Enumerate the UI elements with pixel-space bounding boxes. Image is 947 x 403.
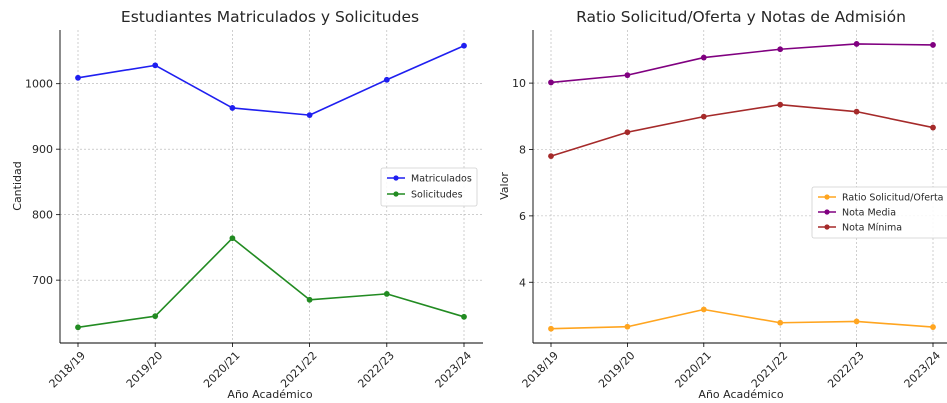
data-point-matriculados (152, 62, 159, 69)
legend-label-solicitudes: Solicitudes (411, 190, 463, 201)
series-group (75, 42, 467, 331)
chart-enrollment-applications: Estudiantes Matriculados y Solicitudes 2… (11, 8, 483, 401)
y-tick-label: 700 (32, 274, 53, 287)
x-tick-label: 2019/20 (124, 349, 166, 391)
x-tick-label: 2023/24 (433, 349, 475, 391)
y-tick-label: 8 (519, 143, 526, 156)
legend-label-nota-minima: Nota Mínima (842, 223, 902, 234)
data-point-nota-media (624, 72, 631, 79)
data-point-solicitudes (229, 235, 236, 242)
y-axis-label: Valor (498, 172, 511, 200)
data-point-matriculados (306, 112, 313, 119)
data-point-matriculados (461, 42, 467, 49)
data-point-ratio-solicitud-oferta (624, 323, 631, 330)
data-point-nota-media (930, 42, 936, 48)
x-tick-label: 2018/19 (520, 349, 562, 391)
legend-marker-matriculados (393, 175, 399, 181)
data-point-solicitudes (75, 324, 81, 331)
data-point-ratio-solicitud-oferta (777, 319, 784, 326)
data-point-solicitudes (152, 313, 159, 320)
legend-marker-ratio-solicitud-oferta (824, 194, 830, 200)
legend-marker-nota-media (824, 209, 830, 215)
data-point-nota-media (777, 46, 784, 53)
data-point-nota-media (700, 54, 707, 61)
legend: Matriculados Solicitudes (380, 167, 478, 207)
x-tick-label: 2022/23 (355, 349, 397, 391)
y-tick-label: 900 (32, 143, 53, 156)
legend-box (811, 186, 947, 239)
legend-marker-solicitudes (393, 191, 399, 197)
x-tick-label: 2023/24 (902, 349, 944, 391)
legend-label-ratio-solicitud-oferta: Ratio Solicitud/Oferta (842, 193, 944, 204)
y-tick-label: 4 (519, 276, 526, 289)
legend-marker-nota-minima (824, 224, 830, 230)
chart-title: Ratio Solicitud/Oferta y Notas de Admisi… (576, 8, 906, 26)
series-line-solicitudes (77, 237, 465, 329)
x-tick-label: 2021/22 (749, 349, 791, 391)
x-axis-label: Año Académico (698, 388, 783, 401)
data-point-nota-minima (548, 153, 554, 160)
data-point-nota-media (853, 41, 860, 47)
data-point-matriculados (229, 105, 236, 111)
y-tick-label: 6 (519, 210, 526, 223)
chart-title: Estudiantes Matriculados y Solicitudes (121, 8, 419, 26)
data-point-nota-media (548, 79, 554, 86)
legend-label-nota-media: Nota Media (842, 208, 896, 219)
series-line-matriculados (77, 44, 465, 116)
data-point-matriculados (75, 74, 81, 81)
x-tick-label: 2020/21 (672, 349, 714, 391)
x-tick-label: 2019/20 (596, 349, 638, 391)
series-line-nota-media (550, 43, 934, 84)
data-point-solicitudes (383, 290, 390, 297)
data-point-nota-minima (853, 108, 860, 115)
data-point-ratio-solicitud-oferta (700, 306, 707, 313)
y-axis-label: Cantidad (11, 161, 24, 210)
y-tick-label: 800 (32, 209, 53, 222)
legend: Ratio Solicitud/Oferta Nota Media Nota Mín… (811, 186, 947, 239)
data-point-ratio-solicitud-oferta (548, 325, 554, 332)
data-point-nota-minima (700, 113, 707, 120)
x-tick-label: 2018/19 (47, 349, 89, 391)
x-axis-label: Año Académico (227, 388, 312, 401)
data-point-matriculados (383, 76, 390, 83)
series-group (548, 41, 936, 332)
x-tick-label: 2020/21 (201, 349, 243, 391)
data-point-solicitudes (461, 313, 467, 320)
x-tick-label: 2021/22 (278, 349, 320, 391)
x-tick-label: 2022/23 (825, 349, 867, 391)
gridlines (533, 30, 947, 343)
data-point-ratio-solicitud-oferta (853, 318, 860, 325)
data-point-solicitudes (306, 296, 313, 303)
data-point-nota-minima (930, 124, 936, 131)
data-point-ratio-solicitud-oferta (930, 324, 936, 330)
y-tick-label: 1000 (25, 78, 53, 91)
axes: 2018/19 2019/20 2020/21 2021/22 2022/23 2023/… (25, 30, 483, 390)
series-line-ratio-solicitud-oferta (550, 308, 934, 330)
series-line-nota-minima (550, 103, 934, 157)
legend-label-matriculados: Matriculados (411, 174, 472, 185)
chart-ratio-grades: Ratio Solicitud/Oferta y Notas de Admisi… (498, 8, 947, 401)
data-point-nota-minima (777, 101, 784, 108)
y-tick-label: 10 (512, 77, 526, 90)
data-point-nota-minima (624, 129, 631, 136)
